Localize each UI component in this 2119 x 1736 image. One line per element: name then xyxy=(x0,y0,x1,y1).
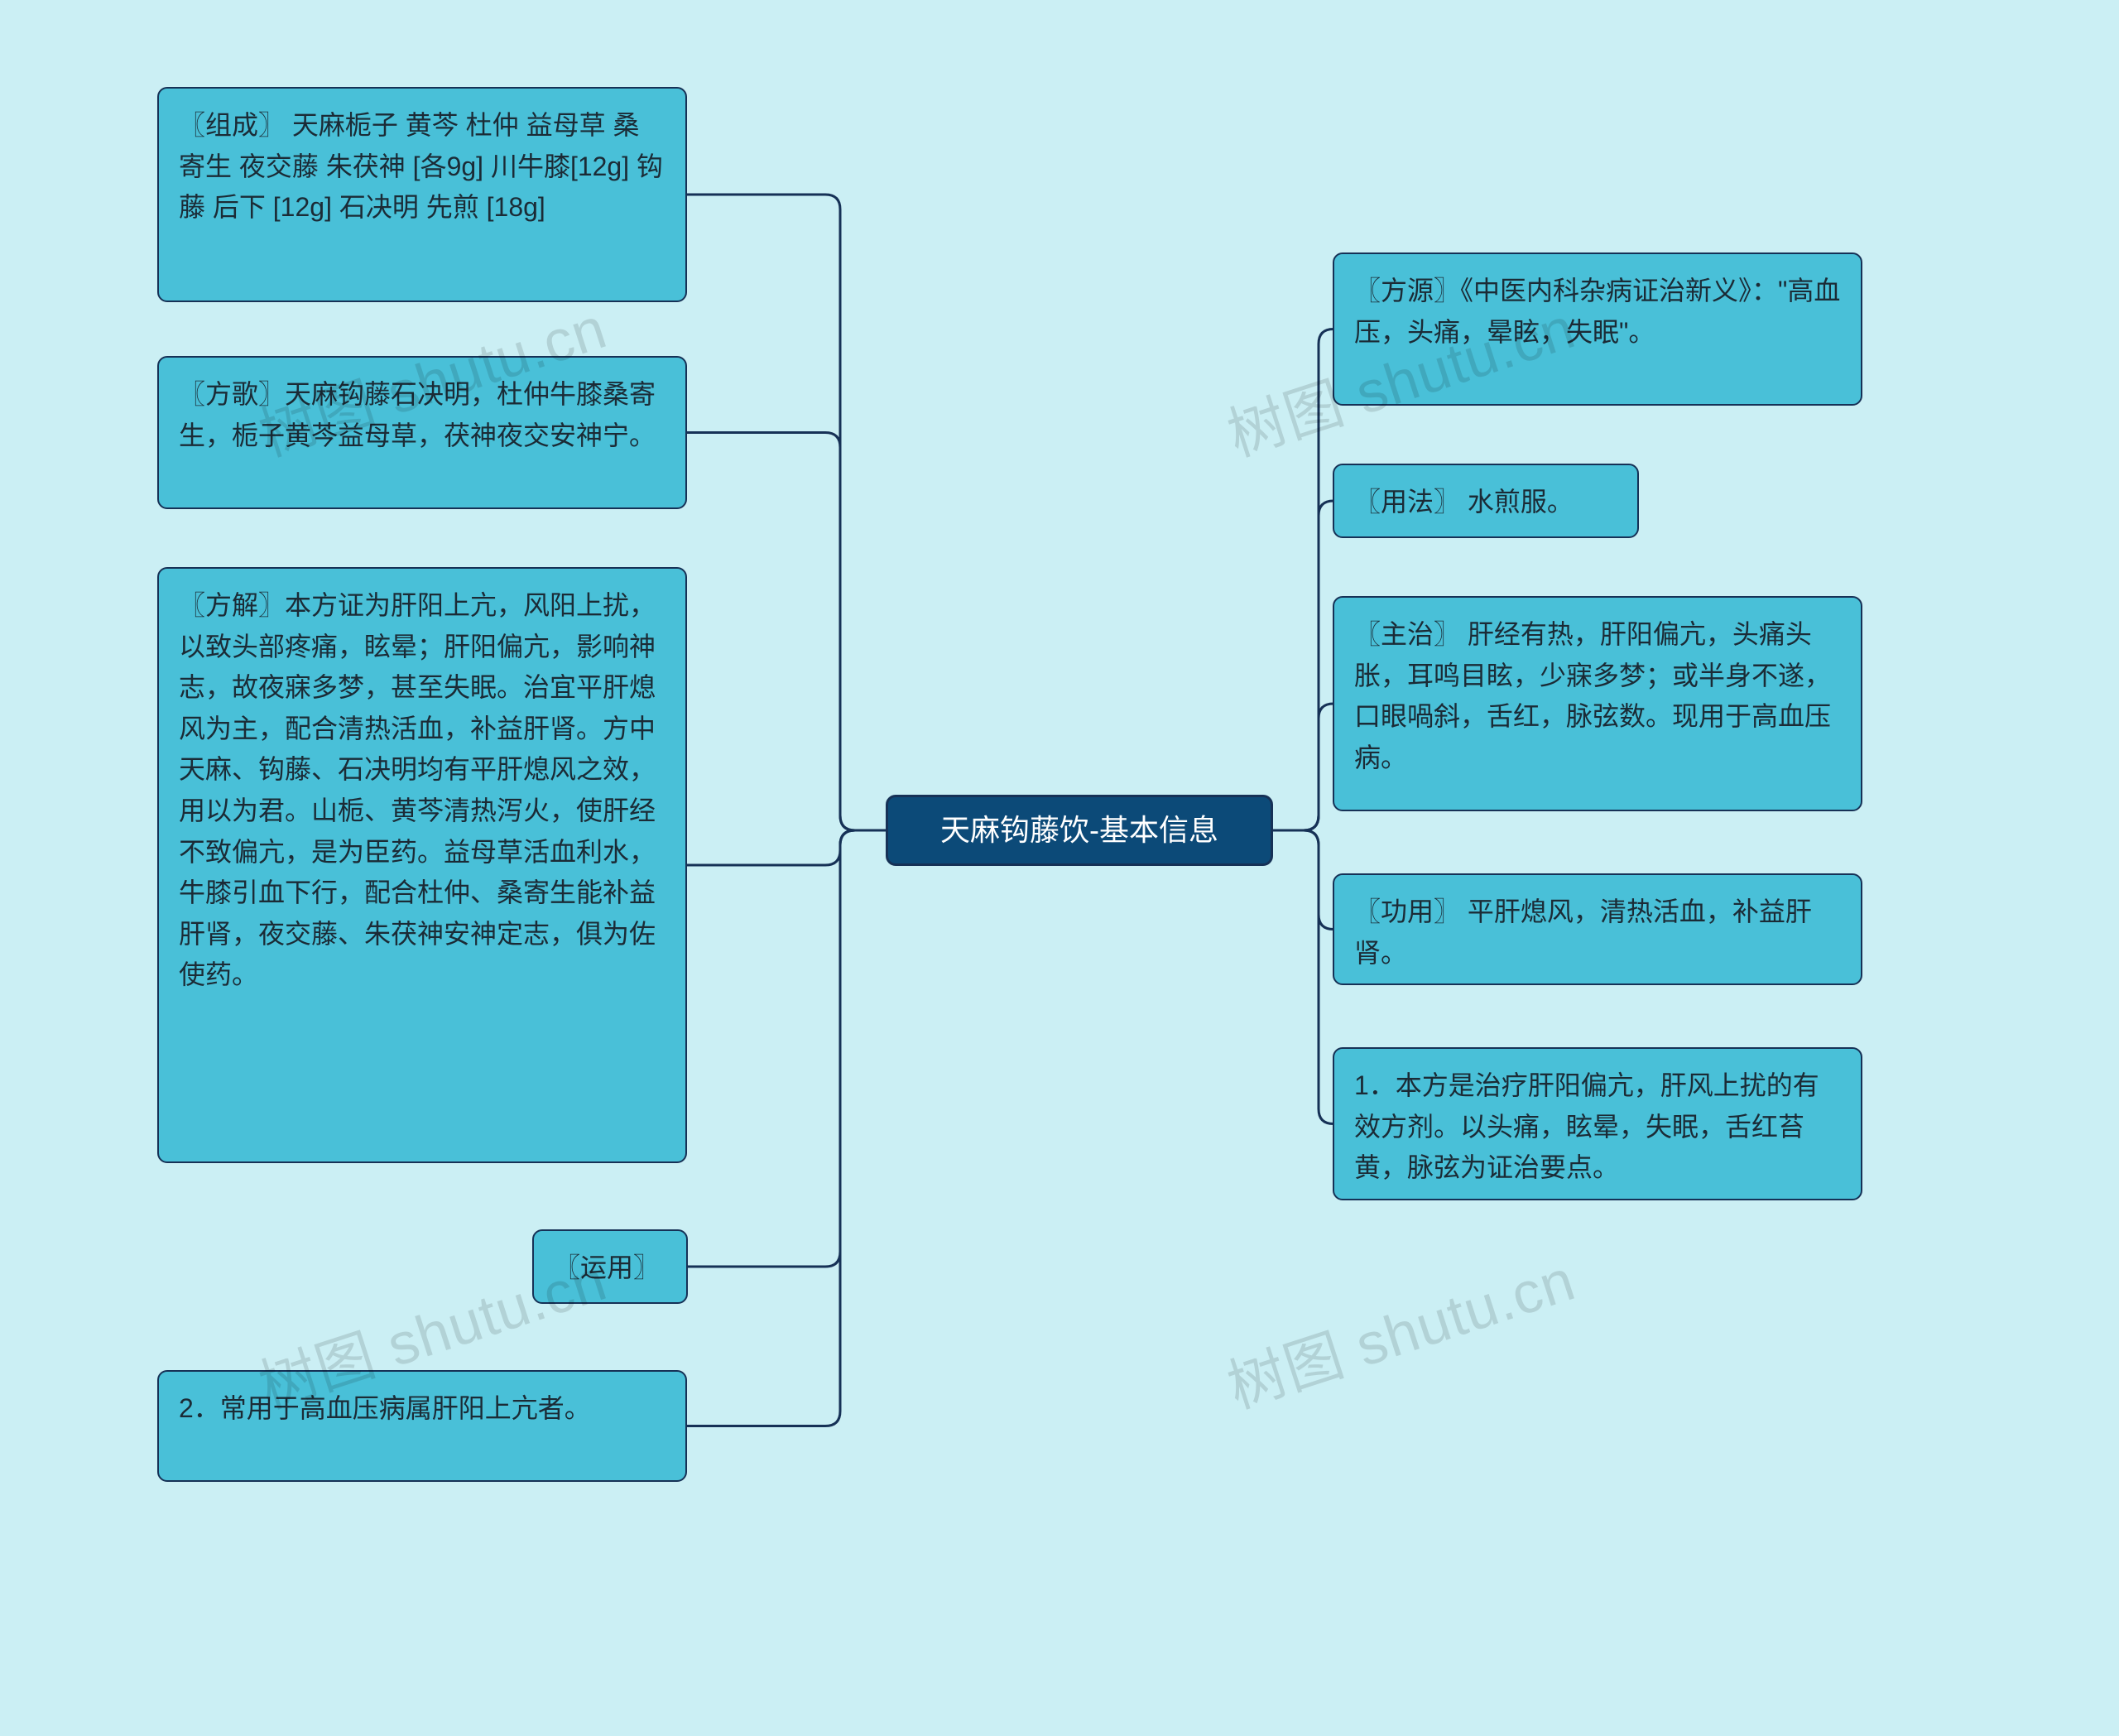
watermark: 树图 shutu.cn xyxy=(1216,1233,1584,1425)
child-node-zucheng: 〖组成〗 天麻栀子 黄芩 杜仲 益母草 桑寄生 夜交藤 朱茯神 [各9g] 川牛… xyxy=(157,87,687,302)
child-node-fangyuan: 〖方源〗《中医内科杂病证治新义》："高血压，头痛，晕眩，失眠"。 xyxy=(1333,252,1862,406)
edge xyxy=(688,830,886,1267)
child-node-fangge: 〖方歌〗天麻钩藤石决明，杜仲牛膝桑寄生，栀子黄芩益母草，茯神夜交安神宁。 xyxy=(157,356,687,509)
child-label: 〖组成〗 天麻栀子 黄芩 杜仲 益母草 桑寄生 夜交藤 朱茯神 [各9g] 川牛… xyxy=(179,110,663,222)
edge xyxy=(1273,830,1333,930)
root-label: 天麻钩藤饮-基本信息 xyxy=(940,807,1218,854)
edge xyxy=(1273,501,1333,830)
root-node: 天麻钩藤饮-基本信息 xyxy=(886,795,1273,866)
child-label: 〖功用〗 平肝熄风，清热活血，补益肝肾。 xyxy=(1354,897,1812,968)
child-node-usage2: 2．常用于高血压病属肝阳上亢者。 xyxy=(157,1370,687,1482)
watermark-text: 树图 shutu.cn xyxy=(1220,1248,1583,1421)
edge xyxy=(1273,830,1333,1124)
child-label: 〖主治〗 肝经有热，肝阳偏亢，头痛头胀，耳鸣目眩，少寐多梦；或半身不遂，口眼喎斜… xyxy=(1354,619,1831,772)
edge xyxy=(687,830,886,1426)
child-node-gongyong: 〖功用〗 平肝熄风，清热活血，补益肝肾。 xyxy=(1333,873,1862,985)
child-label: 〖方源〗《中医内科杂病证治新义》："高血压，头痛，晕眩，失眠"。 xyxy=(1354,276,1840,347)
edge xyxy=(687,195,886,830)
child-label: 〖方解〗本方证为肝阳上亢，风阳上扰，以致头部疼痛，眩晕；肝阳偏亢，影响神志，故夜… xyxy=(179,590,656,989)
edge xyxy=(687,433,886,831)
child-label: 〖运用〗 xyxy=(554,1253,660,1282)
edge xyxy=(687,830,886,865)
child-label: 〖方歌〗天麻钩藤石决明，杜仲牛膝桑寄生，栀子黄芩益母草，茯神夜交安神宁。 xyxy=(179,379,656,450)
child-node-yunyong: 〖运用〗 xyxy=(532,1229,688,1304)
child-label: 1．本方是治疗肝阳偏亢，肝风上扰的有效方剂。以头痛，眩晕，失眠，舌红苔黄，脉弦为… xyxy=(1354,1070,1819,1182)
child-node-zhuzhi: 〖主治〗 肝经有热，肝阳偏亢，头痛头胀，耳鸣目眩，少寐多梦；或半身不遂，口眼喎斜… xyxy=(1333,596,1862,811)
child-label: 〖用法〗 水煎服。 xyxy=(1354,487,1574,517)
child-node-fangjie: 〖方解〗本方证为肝阳上亢，风阳上扰，以致头部疼痛，眩晕；肝阳偏亢，影响神志，故夜… xyxy=(157,567,687,1163)
child-label: 2．常用于高血压病属肝阳上亢者。 xyxy=(179,1393,591,1423)
edge xyxy=(1273,704,1333,830)
mindmap-canvas: 天麻钩藤饮-基本信息 〖组成〗 天麻栀子 黄芩 杜仲 益母草 桑寄生 夜交藤 朱茯… xyxy=(0,0,2119,1736)
child-node-usage1: 1．本方是治疗肝阳偏亢，肝风上扰的有效方剂。以头痛，眩晕，失眠，舌红苔黄，脉弦为… xyxy=(1333,1047,1862,1200)
edge xyxy=(1273,329,1333,831)
child-node-yongfa: 〖用法〗 水煎服。 xyxy=(1333,464,1639,538)
